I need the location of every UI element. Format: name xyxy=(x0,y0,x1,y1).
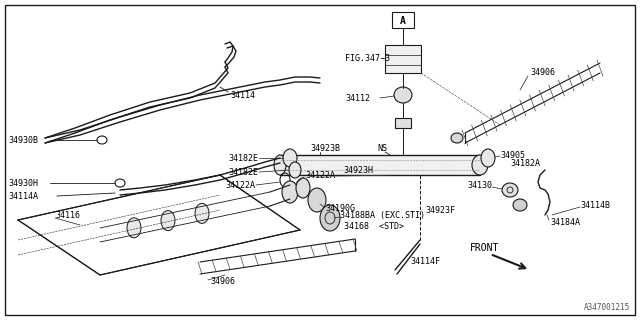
Ellipse shape xyxy=(472,155,488,175)
Ellipse shape xyxy=(481,149,495,167)
Bar xyxy=(280,155,480,175)
Ellipse shape xyxy=(127,218,141,238)
Text: 34168  <STD>: 34168 <STD> xyxy=(344,221,404,230)
Text: 34930H: 34930H xyxy=(8,179,38,188)
Text: 34182E: 34182E xyxy=(228,167,258,177)
Text: 34190G: 34190G xyxy=(325,204,355,212)
Text: 34122A: 34122A xyxy=(305,171,335,180)
Text: 34906: 34906 xyxy=(530,68,555,76)
Text: 34930B: 34930B xyxy=(8,135,38,145)
Ellipse shape xyxy=(502,183,518,197)
Text: 34923B: 34923B xyxy=(310,143,340,153)
Text: NS: NS xyxy=(377,143,387,153)
Ellipse shape xyxy=(451,133,463,143)
Ellipse shape xyxy=(282,181,298,203)
Ellipse shape xyxy=(394,87,412,103)
Text: FRONT: FRONT xyxy=(470,243,499,253)
Text: 34122A: 34122A xyxy=(225,180,255,189)
Text: A: A xyxy=(400,16,406,26)
Ellipse shape xyxy=(195,204,209,223)
Text: 34923F: 34923F xyxy=(425,205,455,214)
Text: 34906: 34906 xyxy=(210,277,235,286)
Ellipse shape xyxy=(161,211,175,231)
Text: 34114A: 34114A xyxy=(8,191,38,201)
Text: 34184A: 34184A xyxy=(550,218,580,227)
Text: 34114F: 34114F xyxy=(410,258,440,267)
Ellipse shape xyxy=(274,155,286,175)
Bar xyxy=(385,45,421,73)
Text: 34114: 34114 xyxy=(230,91,255,100)
Ellipse shape xyxy=(513,199,527,211)
Text: 34182A: 34182A xyxy=(510,158,540,167)
Text: 34905: 34905 xyxy=(500,150,525,159)
Bar xyxy=(392,12,414,28)
Text: 34188BA (EXC.STI): 34188BA (EXC.STI) xyxy=(340,211,425,220)
Ellipse shape xyxy=(283,149,297,167)
Text: 34130: 34130 xyxy=(467,180,492,189)
Text: 34182E: 34182E xyxy=(228,154,258,163)
Ellipse shape xyxy=(296,178,310,198)
Text: 34112: 34112 xyxy=(345,93,370,102)
Text: 34116: 34116 xyxy=(55,211,80,220)
Ellipse shape xyxy=(320,205,340,231)
Ellipse shape xyxy=(289,162,301,178)
Ellipse shape xyxy=(308,188,326,212)
Text: 34114B: 34114B xyxy=(580,201,610,210)
Text: 34923H: 34923H xyxy=(343,165,373,174)
Text: FIG.347-3: FIG.347-3 xyxy=(345,53,390,62)
Bar xyxy=(395,118,411,128)
Text: A347001215: A347001215 xyxy=(584,303,630,312)
